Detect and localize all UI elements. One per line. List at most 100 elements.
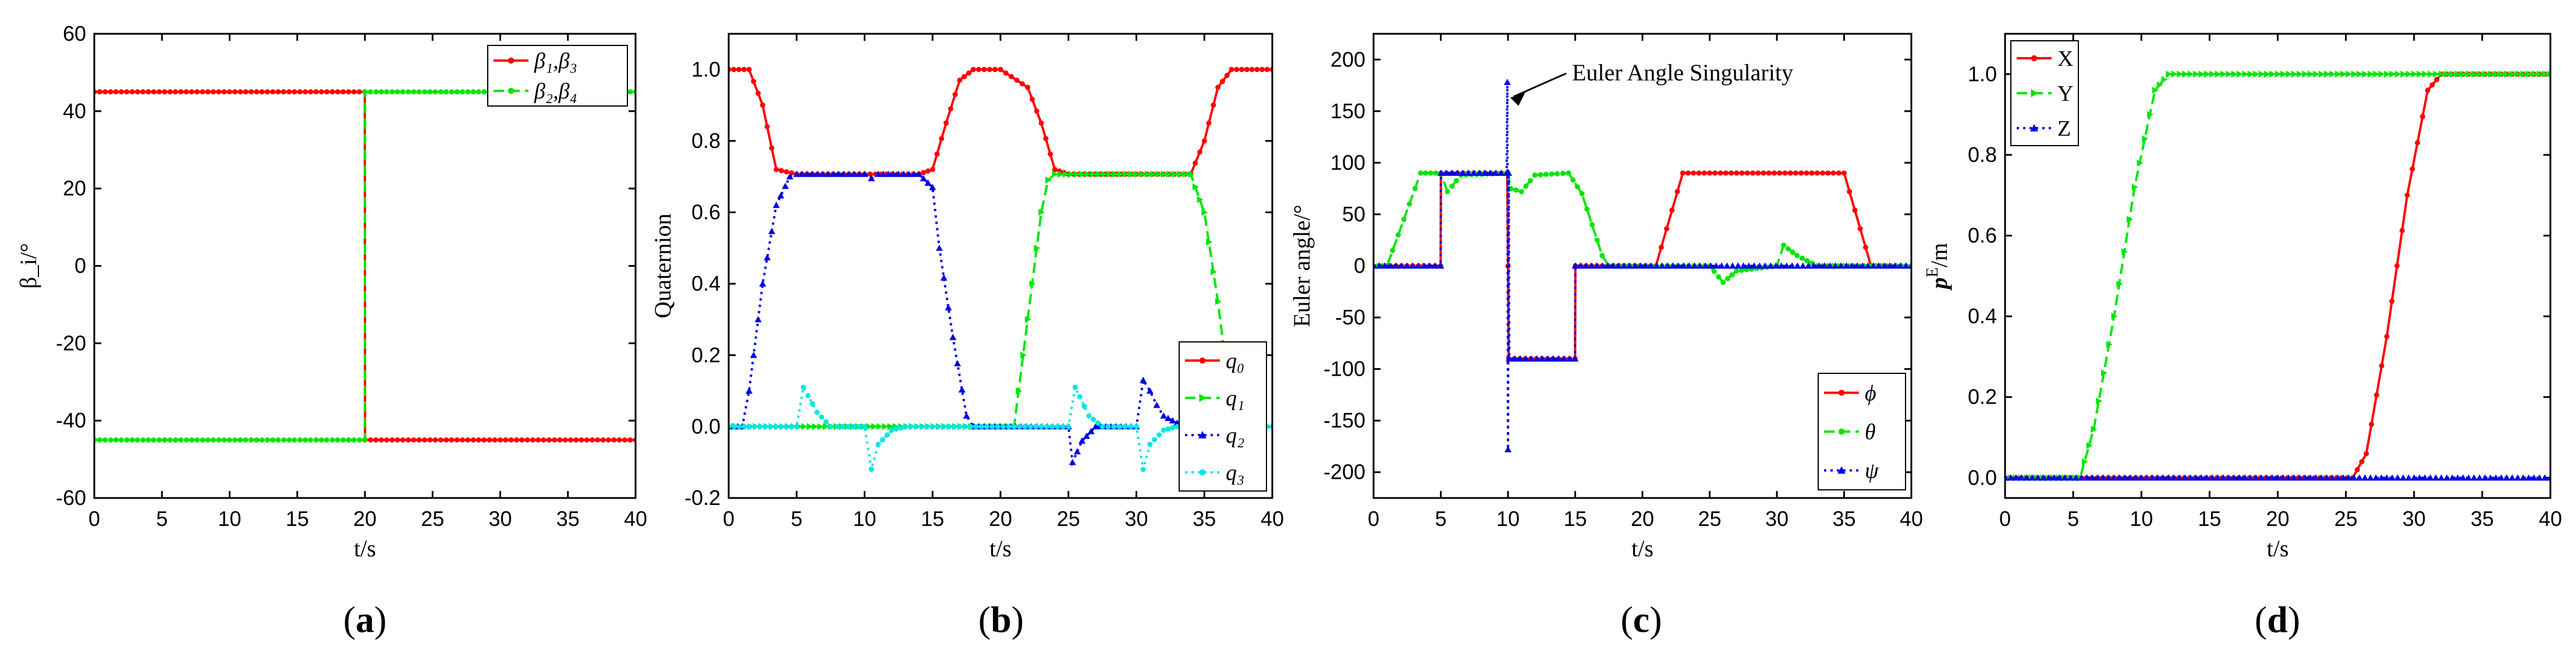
series-marker-X (2389, 298, 2395, 304)
series-marker-theta (1729, 272, 1735, 278)
series-marker-theta (1555, 171, 1560, 176)
series-marker-Z (2230, 474, 2238, 481)
series-marker-q1 (1073, 170, 1080, 178)
series-marker-β2,β4 (329, 437, 335, 443)
series-marker-Y (2171, 70, 2178, 78)
panel-caption: (c) (1620, 599, 1662, 640)
series-marker-Y (2476, 70, 2483, 78)
series-marker-phi (1674, 189, 1680, 195)
series-marker-β1,β3 (535, 437, 541, 443)
series-marker-q1 (865, 423, 872, 430)
series-marker-q0 (1003, 70, 1009, 76)
legend-label-X: X (2057, 47, 2073, 71)
series-marker-β2,β4 (308, 437, 314, 443)
x-axis-title: t/s (1631, 535, 1654, 561)
series-marker-phi (1664, 226, 1670, 232)
x-tick-label: 10 (853, 507, 876, 531)
series-marker-q3 (778, 423, 784, 429)
x-axis-title: t/s (989, 535, 1012, 561)
series-marker-Z (2366, 474, 2374, 481)
series-marker-Z (2138, 474, 2145, 481)
series-marker-q3 (731, 423, 737, 429)
series-marker-β2,β4 (270, 437, 276, 443)
series-marker-β1,β3 (421, 437, 427, 443)
series-marker-Y (2334, 70, 2341, 78)
series-marker-psi (1615, 262, 1623, 269)
series-marker-psi (1712, 262, 1720, 269)
x-tick-label: 15 (921, 507, 944, 531)
legend-marker-phi (1838, 390, 1845, 396)
series-marker-phi (1691, 170, 1697, 176)
x-tick-label: 40 (1261, 507, 1284, 531)
series-marker-Y (2237, 70, 2243, 78)
series-marker-q2 (915, 170, 922, 177)
series-marker-Y (2367, 70, 2374, 78)
series-marker-q2 (782, 182, 789, 189)
series-marker-β2,β4 (151, 437, 157, 443)
series-marker-Y (2373, 70, 2380, 78)
series-marker-psi (1761, 262, 1769, 269)
series-marker-psi (1805, 262, 1812, 269)
series-marker-Z (2454, 474, 2461, 481)
series-marker-psi (1443, 169, 1450, 176)
series-marker-q3 (783, 423, 789, 429)
series-marker-β2,β4 (335, 437, 340, 443)
series-marker-q2 (746, 387, 753, 394)
series-marker-q3 (1122, 423, 1128, 429)
series-marker-psi (1653, 262, 1660, 269)
series-marker-Z (2263, 474, 2270, 481)
series-marker-psi (1848, 262, 1855, 269)
series-marker-β2,β4 (167, 437, 173, 443)
series-marker-theta (1395, 232, 1401, 238)
series-marker-Z (2307, 474, 2314, 481)
series-marker-psi (1527, 355, 1535, 362)
legend-marker-Y (2031, 89, 2038, 97)
series-marker-q1 (1106, 170, 1113, 178)
series-marker-β1,β3 (129, 89, 135, 95)
y-axis-title-unit: /m (1926, 243, 1952, 267)
y-tick-label: 100 (1330, 150, 1365, 174)
x-tick-label: 25 (421, 507, 444, 531)
series-marker-q0 (1048, 151, 1053, 157)
series-marker-β1,β3 (189, 89, 194, 95)
series-marker-psi (1745, 262, 1752, 269)
series-marker-Y (2493, 70, 2500, 78)
series-marker-Z (2465, 474, 2472, 481)
series-marker-psi (1538, 355, 1546, 362)
series-marker-β2,β4 (210, 437, 216, 443)
series-marker-Y (2126, 216, 2133, 223)
series-marker-Y (2297, 70, 2303, 78)
series-line-theta (1374, 172, 1911, 284)
series-marker-Y (2096, 397, 2103, 405)
caption-open: ( (1620, 599, 1633, 640)
series-marker-psi (1577, 262, 1585, 269)
series-marker-q3 (889, 428, 895, 433)
series-marker-Z (2481, 474, 2489, 481)
series-marker-psi (1859, 262, 1867, 269)
legend-marker-theta (1838, 428, 1845, 435)
series-marker-β2,β4 (416, 89, 422, 95)
series-marker-β1,β3 (340, 89, 346, 95)
y-tick-label: 0.6 (691, 200, 721, 224)
series-marker-q0 (746, 66, 752, 72)
series-marker-Y (2247, 70, 2254, 78)
series-marker-β1,β3 (286, 89, 292, 95)
series-marker-q3 (814, 409, 820, 415)
series-marker-phi (1798, 170, 1804, 176)
series-marker-phi (1712, 170, 1718, 176)
series-marker-theta (1428, 170, 1434, 176)
series-marker-Z (2361, 474, 2369, 481)
y-tick-label: -50 (1335, 305, 1365, 329)
series-marker-β2,β4 (368, 89, 374, 95)
series-marker-phi (1793, 170, 1798, 176)
series-marker-psi (1599, 262, 1606, 269)
series-marker-q3 (884, 432, 890, 438)
y-tick-label: 1.0 (1968, 62, 1997, 86)
series-marker-Z (2476, 474, 2483, 481)
x-tick-label: 40 (1900, 507, 1923, 531)
series-marker-β1,β3 (579, 437, 584, 443)
series-marker-β2,β4 (406, 89, 411, 95)
series-marker-β1,β3 (118, 89, 124, 95)
series-marker-Z (2383, 474, 2390, 481)
series-marker-q3 (762, 423, 768, 429)
